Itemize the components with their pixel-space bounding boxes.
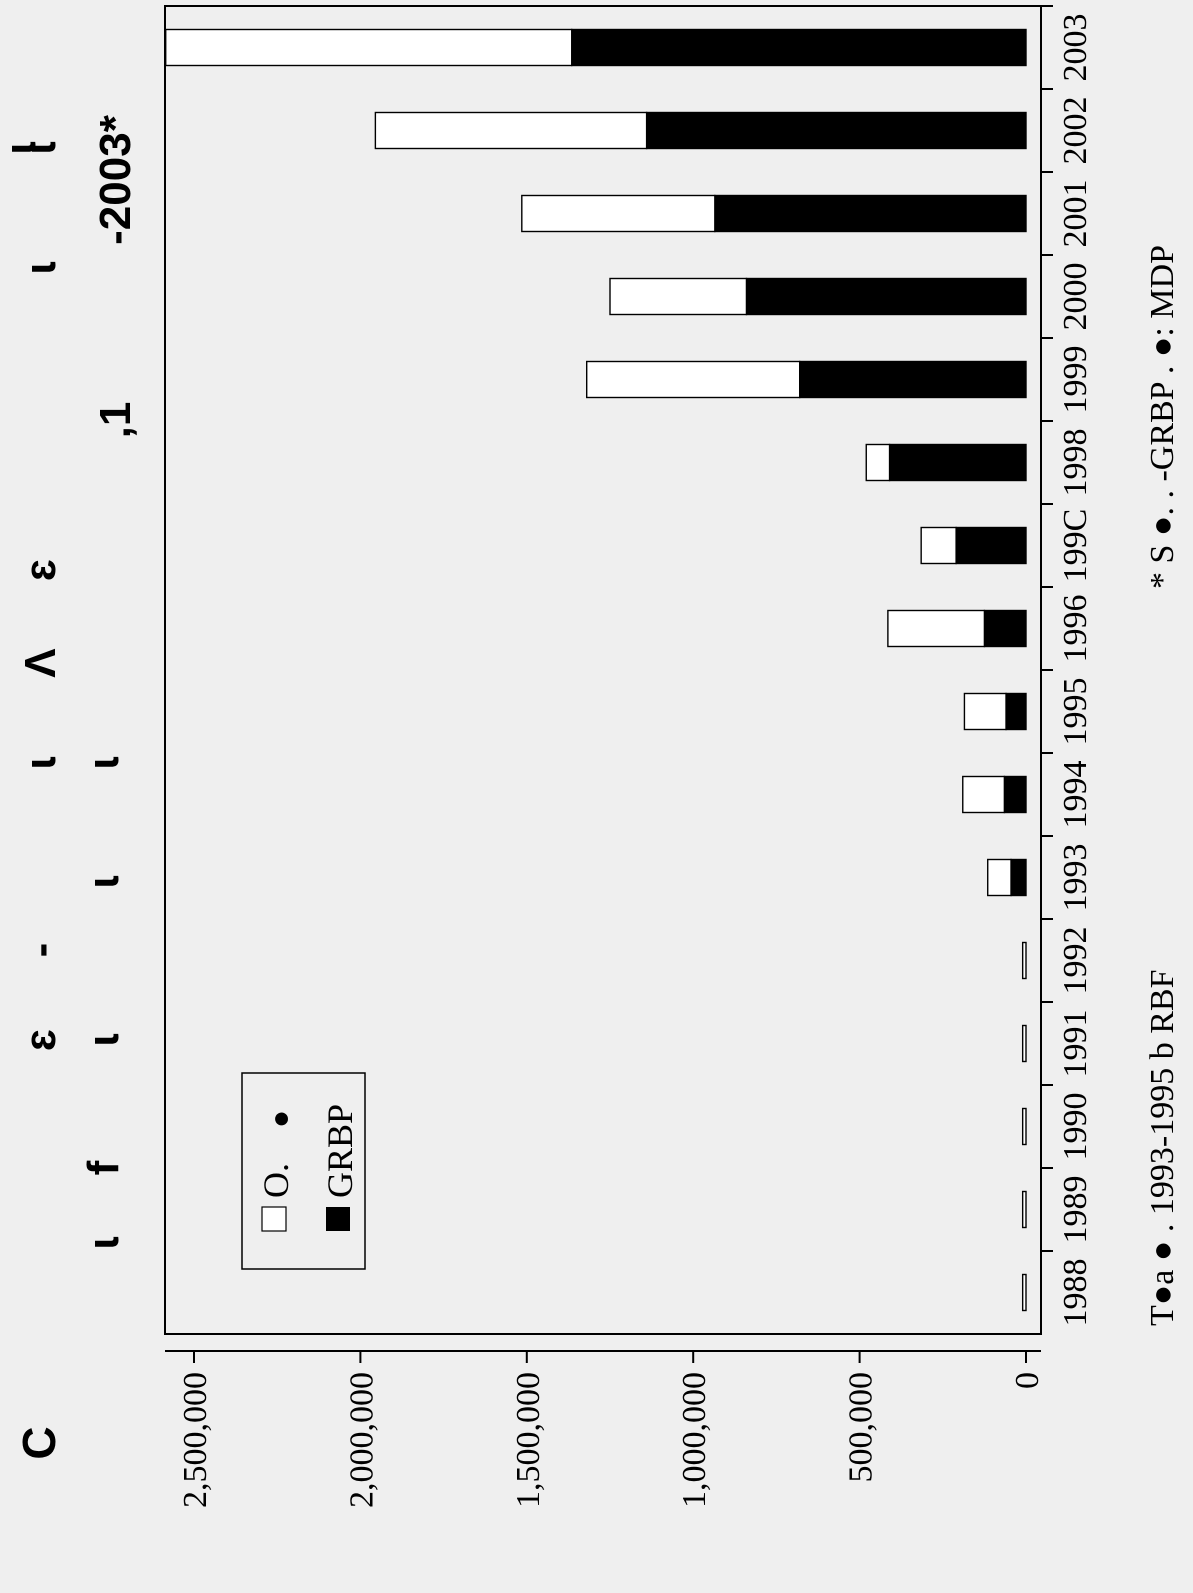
- value-tick-label: 1,000,000: [676, 1372, 713, 1508]
- category-label: 1989: [1057, 1176, 1094, 1244]
- bar-segment-grbp: [714, 194, 1027, 233]
- bar-groups: [165, 28, 1027, 1312]
- title-fragment: ɩ: [79, 756, 128, 769]
- legend-label-open: O.: [256, 1163, 296, 1198]
- value-tick-label: 2,000,000: [343, 1372, 380, 1508]
- bar-segment-grbp: [645, 111, 1027, 150]
- bar-segment-grbp: [745, 277, 1027, 316]
- category-label: 2002: [1057, 97, 1094, 165]
- value-tick-label: 0: [1009, 1372, 1046, 1389]
- title-fragment: ɩ: [16, 261, 65, 274]
- category-label: 2003: [1057, 14, 1094, 82]
- bar-segment-grbp: [888, 443, 1027, 482]
- bar-segment-open: [963, 692, 1007, 731]
- value-axis-ticks: 0 500,000 1,000,000 1,500,000 2,000,000 2,500…: [177, 1351, 1046, 1508]
- bar-segment-grbp: [798, 360, 1027, 399]
- legend-label-filled: GRBP: [320, 1104, 360, 1198]
- value-tick-label: 2,500,000: [177, 1372, 214, 1508]
- bar-segment-open: [1021, 1107, 1027, 1146]
- category-label: 1993: [1057, 844, 1094, 912]
- category-label: 1991: [1057, 1010, 1094, 1078]
- category-label: 1995: [1057, 678, 1094, 746]
- bar-segment-grbp: [1003, 775, 1027, 814]
- title-fragment: f: [79, 1160, 128, 1175]
- category-label: 1992: [1057, 927, 1094, 995]
- title-fragment: ɩ: [16, 756, 65, 769]
- legend-marker-open: ●: [264, 1110, 297, 1128]
- bar-segment-open: [920, 526, 957, 565]
- category-label: 1996: [1057, 595, 1094, 663]
- category-label: 1994: [1057, 761, 1094, 829]
- bar-segment-grbp: [1005, 692, 1027, 731]
- category-label: 2001: [1057, 180, 1094, 248]
- bar-segment-grbp: [571, 28, 1027, 67]
- title-fragment: -: [16, 943, 65, 958]
- legend-swatch-open: [261, 1206, 287, 1232]
- bar-segment-open: [1021, 1190, 1027, 1229]
- bar-segment-open: [987, 858, 1012, 897]
- legend-box: [241, 1072, 366, 1270]
- title-fragment: ,1: [91, 402, 140, 439]
- legend: O. ● GRBP: [241, 1072, 366, 1270]
- title-fragment: ɩ: [16, 141, 65, 154]
- bar-segment-open: [521, 194, 716, 233]
- title-fragment: ɛ: [16, 559, 65, 581]
- bar-segment-grbp: [983, 609, 1027, 648]
- title-fragment: ɩ: [79, 1236, 128, 1249]
- bar-segment-open: [1021, 1273, 1027, 1312]
- title-fragment: ɛ: [16, 1029, 65, 1051]
- title-fragment: -2003*: [91, 114, 140, 245]
- category-label: 2000: [1057, 263, 1094, 331]
- category-axis-ticks: 1988 1989 1990 1991 1992 1993 1994 1995 1996 199C…: [1041, 5, 1094, 1327]
- category-label: 1990: [1057, 1093, 1094, 1161]
- title-fragment: ɩ: [79, 875, 128, 888]
- caption-right: * S ●. . -GRBP . ●: MDP: [1144, 245, 1181, 589]
- legend-swatch-filled: [326, 1207, 350, 1231]
- title-fragment: Ʌ: [16, 648, 65, 678]
- bar-segment-grbp: [955, 526, 1027, 565]
- category-label: 1999: [1057, 346, 1094, 414]
- value-tick-label: 1,500,000: [510, 1372, 547, 1508]
- bar-segment-open: [374, 111, 648, 150]
- bar-segment-grbp: [1010, 858, 1027, 897]
- bar-segment-open: [1021, 941, 1027, 980]
- bar-segment-open: [1021, 1024, 1027, 1063]
- value-tick-label: 500,000: [843, 1372, 880, 1483]
- title-fragment: ɩ: [0, 141, 45, 154]
- bar-segment-open: [887, 609, 986, 648]
- bar-segment-open: [609, 277, 748, 316]
- category-label: 1998: [1057, 429, 1094, 497]
- category-label: 199C: [1057, 509, 1094, 583]
- bar-segment-open: [586, 360, 801, 399]
- category-label: 1988: [1057, 1259, 1094, 1327]
- bar-segment-open: [165, 28, 573, 67]
- caption-left: T●a ● . 1993-1995 b RBF: [1144, 969, 1181, 1326]
- bar-segment-open: [865, 443, 891, 482]
- bar-segment-open: [962, 775, 1006, 814]
- panel-label: C: [13, 1426, 65, 1459]
- title-fragment: ɩ: [79, 1033, 128, 1046]
